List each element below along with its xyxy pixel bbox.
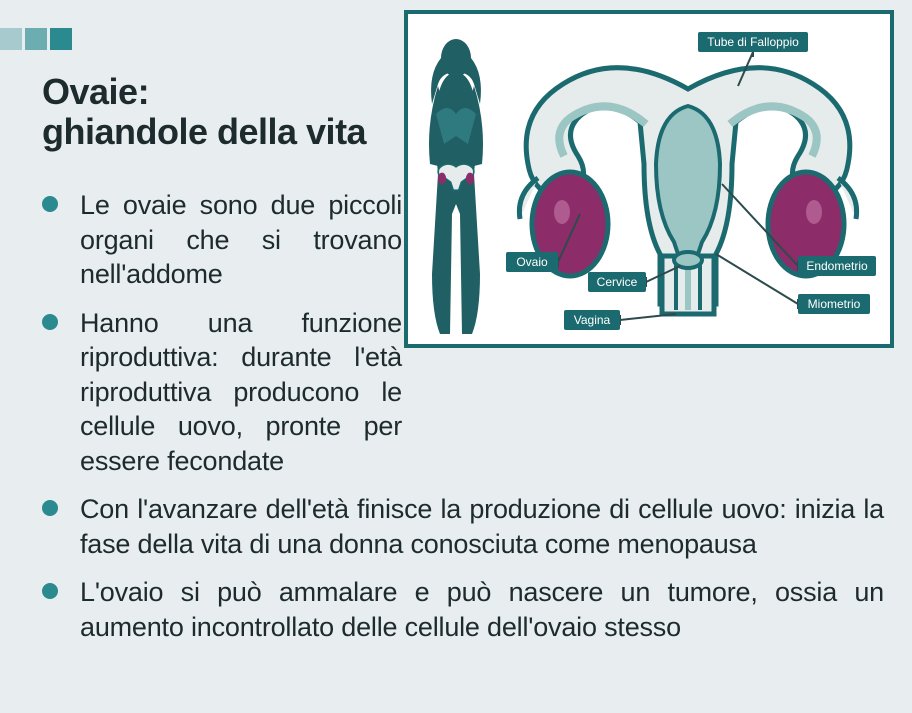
bullet-item: Le ovaie sono due piccoli organi che si … [42, 188, 402, 292]
label-text-ovaio: Ovaio [516, 255, 548, 269]
title-line-1: Ovaie: [42, 71, 149, 112]
label-text-cervice: Cervice [597, 275, 638, 289]
accent-square-icon [25, 28, 47, 50]
woman-silhouette-icon [429, 39, 483, 334]
label-text-endometrio: Endometrio [806, 259, 868, 273]
title: Ovaie: ghiandole della vita [42, 72, 402, 151]
title-line-2: ghiandole della vita [42, 111, 366, 152]
leader-line [620, 314, 676, 320]
page-card: Ovaie: ghiandole della vita Le ovaie son… [0, 0, 912, 713]
label-text-miometrio: Miometrio [808, 297, 861, 311]
bullet-item: Con l'avanzare dell'età finisce la produ… [42, 492, 884, 561]
uterus-icon [519, 68, 856, 314]
anatomy-svg: Tube di Falloppio Ovaio Cervice Vagina Endom… [408, 14, 890, 344]
anatomy-diagram: Tube di Falloppio Ovaio Cervice Vagina Endom… [404, 10, 894, 348]
accent-square-icon [50, 28, 72, 50]
bullet-item: L'ovaio si può ammalare e può nascere un… [42, 575, 884, 644]
bullet-item: Hanno una funzione riproduttiva: durante… [42, 306, 402, 479]
label-text-vagina: Vagina [574, 313, 611, 327]
label-text-tube: Tube di Falloppio [707, 35, 799, 49]
accent-square-icon [0, 28, 22, 50]
accent-squares [0, 28, 72, 50]
